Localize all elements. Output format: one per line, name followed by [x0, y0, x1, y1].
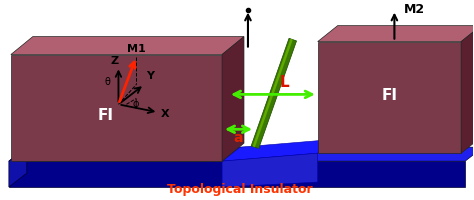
Text: a: a — [234, 131, 243, 145]
Text: ϕ: ϕ — [132, 99, 139, 109]
Text: L: L — [280, 75, 290, 90]
Polygon shape — [11, 55, 222, 161]
Text: FI: FI — [98, 108, 113, 123]
Polygon shape — [9, 161, 465, 187]
Polygon shape — [222, 140, 336, 161]
Polygon shape — [251, 39, 297, 149]
Polygon shape — [318, 27, 474, 42]
Polygon shape — [11, 37, 244, 55]
Polygon shape — [461, 27, 474, 153]
Polygon shape — [9, 147, 27, 187]
Text: θ: θ — [104, 77, 110, 87]
Polygon shape — [222, 37, 244, 161]
Text: Topological Insulator: Topological Insulator — [167, 182, 313, 195]
Text: M1: M1 — [127, 43, 146, 53]
Text: M2: M2 — [404, 3, 426, 16]
Text: FI: FI — [382, 88, 397, 103]
Polygon shape — [222, 153, 318, 187]
Text: X: X — [160, 109, 169, 119]
Polygon shape — [253, 40, 293, 147]
Polygon shape — [318, 42, 461, 153]
Text: Z: Z — [110, 55, 118, 65]
Polygon shape — [9, 147, 474, 161]
Text: Y: Y — [146, 71, 155, 81]
